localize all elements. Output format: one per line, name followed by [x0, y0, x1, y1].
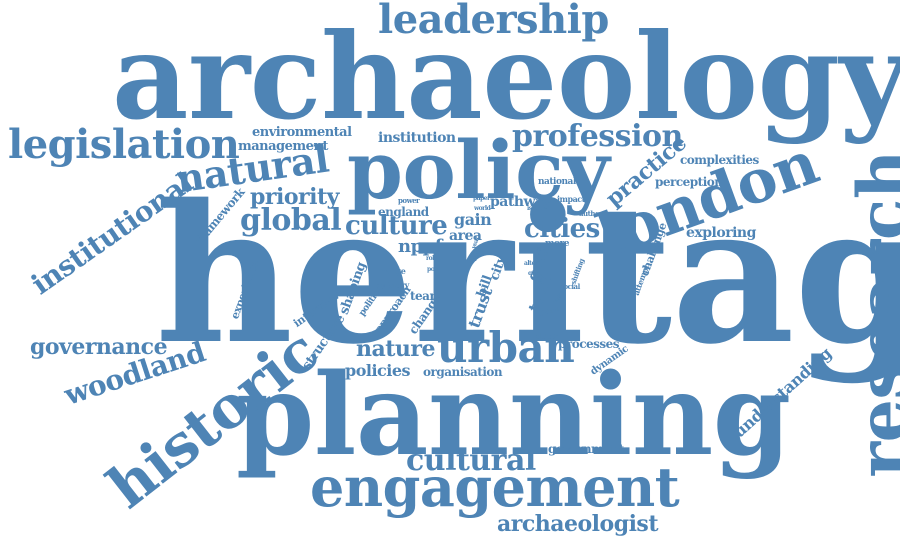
word-institution: institution	[378, 130, 456, 146]
word-priority: priority	[250, 184, 339, 210]
word-york: york	[540, 307, 561, 317]
word-history: history	[381, 280, 409, 290]
word-complexities: complexities	[680, 153, 759, 167]
word-world: world	[474, 205, 491, 212]
word-quo: quo	[528, 270, 540, 277]
word-author: author	[579, 209, 603, 218]
word-status: status	[534, 245, 552, 252]
word-nature: nature	[356, 336, 436, 362]
word-team: team	[410, 289, 442, 303]
word-management: management	[238, 139, 328, 154]
word-role: role	[426, 255, 438, 262]
word-planning: planning	[236, 350, 791, 481]
word-impact: impact	[557, 194, 585, 204]
word-nppf: nppf	[398, 236, 443, 257]
word-archaeology: archaeology	[112, 7, 900, 146]
word-pathway: pathway	[490, 194, 552, 210]
word-alter: alter	[524, 260, 538, 267]
word-profession: profession	[512, 119, 683, 154]
word-policies: policies	[345, 361, 411, 380]
word-england: england	[378, 205, 429, 219]
word-area: area	[449, 228, 482, 244]
word-organisation: organisation	[423, 365, 503, 379]
word-leadership: leadership	[378, 0, 609, 43]
word-depth: depth	[536, 331, 560, 341]
word-culture: culture	[345, 211, 448, 241]
word-range: range	[382, 266, 406, 276]
word-heritage: heritage	[155, 163, 900, 386]
word-legislation: legislation	[8, 121, 240, 168]
word-perception: perception	[655, 175, 723, 189]
word-policy: policy	[347, 123, 610, 217]
word-engagement: engagement	[310, 455, 680, 519]
word-global: global	[240, 203, 342, 238]
word-paper: paper	[473, 195, 490, 202]
word-post: post	[427, 266, 440, 273]
word-gain: gain	[454, 210, 492, 229]
word-archaeologist: archaeologist	[497, 511, 658, 537]
word-social: social	[560, 282, 580, 291]
word-processes: processes	[558, 337, 620, 351]
word-urban: urban	[437, 323, 575, 372]
word-government: government	[548, 442, 624, 456]
word-more: more	[545, 239, 570, 249]
word-environmental: environmental	[252, 125, 352, 140]
word-cultural: cultural	[406, 443, 536, 478]
word-governance: governance	[30, 334, 168, 360]
word-issue: issue	[527, 205, 542, 212]
word-research: research	[843, 150, 900, 478]
word-power: power	[398, 196, 420, 205]
word-cities: cities	[524, 214, 600, 244]
word-national: national	[538, 177, 576, 187]
word-exploring: exploring	[686, 225, 756, 241]
